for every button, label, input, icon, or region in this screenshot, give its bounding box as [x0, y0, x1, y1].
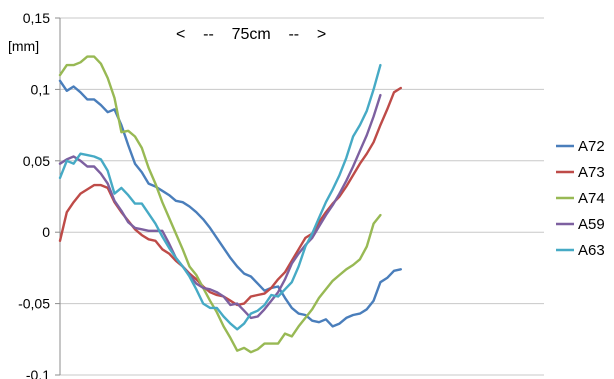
legend-label: A73 [578, 164, 605, 181]
gridlines [60, 17, 544, 376]
y-tick-label: 0,15 [23, 10, 50, 26]
legend-label: A74 [578, 190, 605, 207]
y-axis-unit-label: [mm] [8, 38, 39, 54]
series-line-a63 [58, 63, 382, 331]
series-line-a74 [58, 55, 382, 354]
y-tick-label: -0,05 [18, 296, 50, 312]
plot-area [58, 55, 402, 354]
legend: A72 A73 A74 A59 A63 [556, 138, 605, 259]
y-tick-label: 0 [42, 224, 50, 240]
legend-label: A63 [578, 242, 605, 259]
y-tick-label: -0,1 [26, 367, 50, 379]
legend-label: A59 [578, 216, 605, 233]
y-axis: 0,15 0,1 0,05 0 -0,05 -0,1 [18, 10, 61, 379]
legend-label: A72 [578, 138, 605, 155]
y-tick-label: 0,1 [31, 81, 51, 97]
y-tick-label: 0,05 [23, 153, 50, 169]
range-annotation: < -- 75cm -- > [176, 26, 326, 43]
series-line-a59 [58, 93, 382, 320]
